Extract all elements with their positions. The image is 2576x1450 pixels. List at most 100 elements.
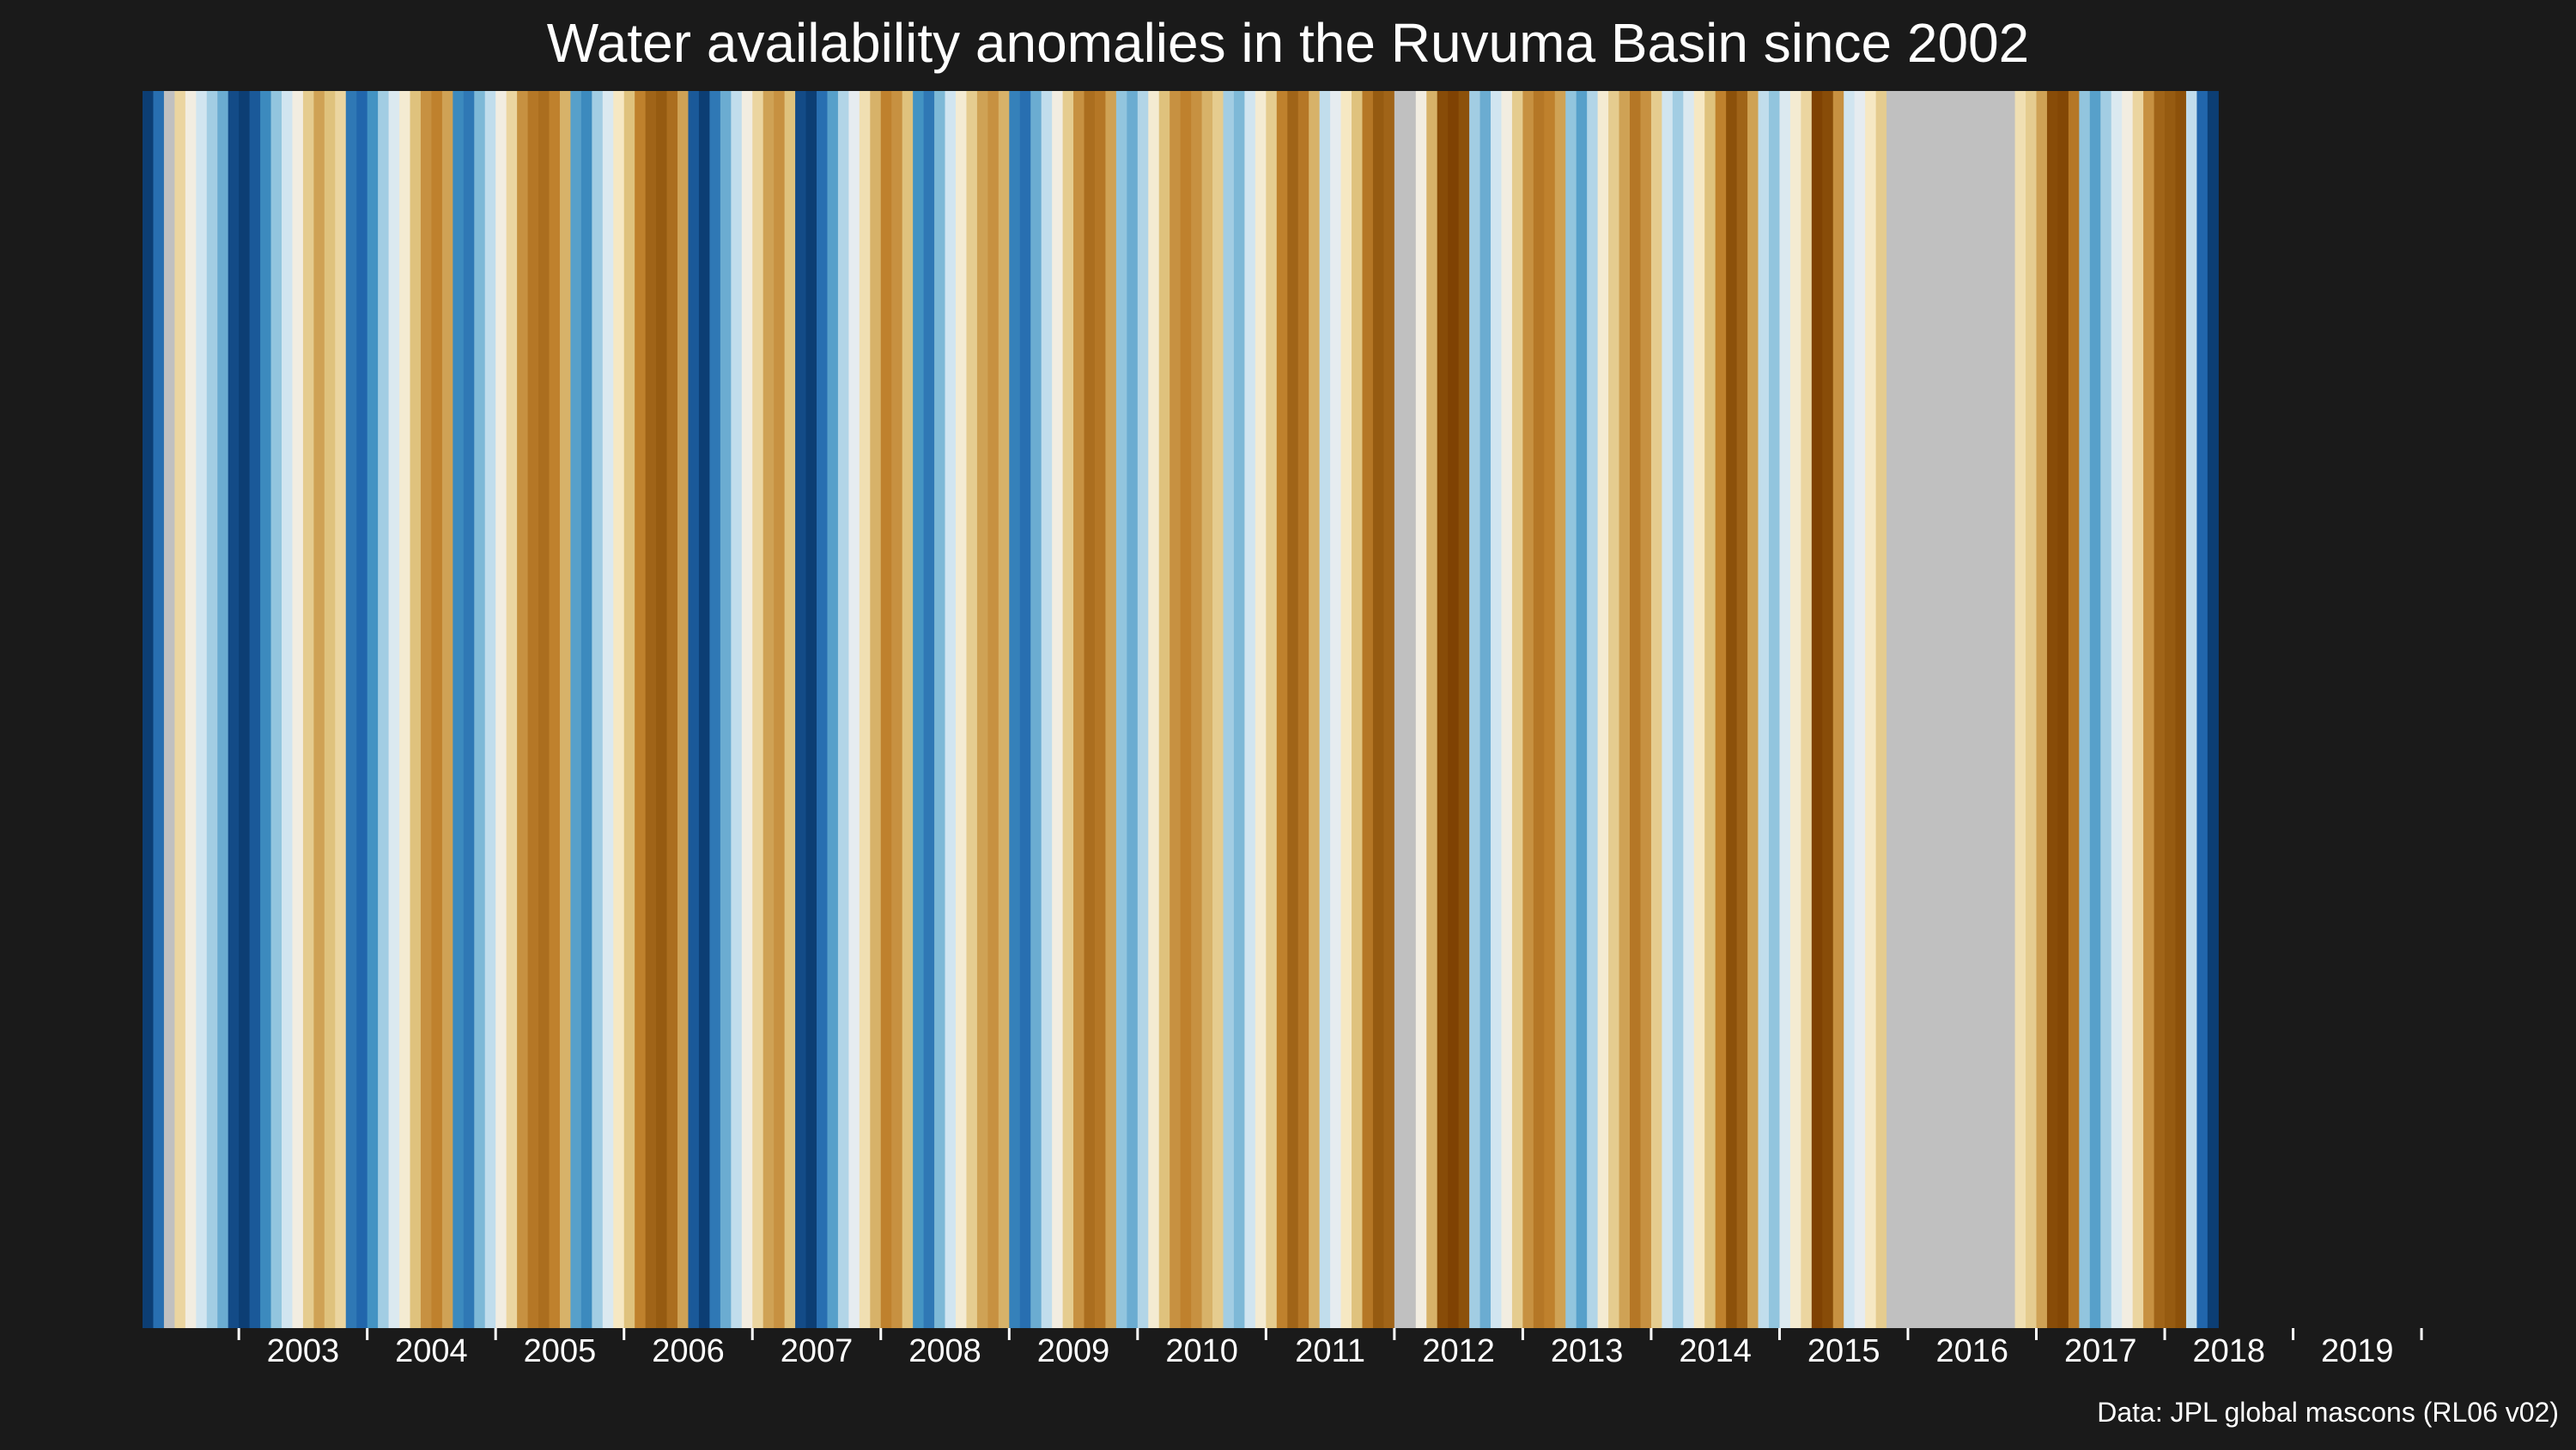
stripe <box>592 91 604 1328</box>
stripe <box>1544 91 1556 1328</box>
stripe <box>559 91 572 1328</box>
stripe <box>1854 91 1866 1328</box>
stripe <box>1255 91 1267 1328</box>
stripe <box>313 91 325 1328</box>
stripe <box>656 91 668 1328</box>
stripe <box>239 91 251 1328</box>
stripe <box>1662 91 1674 1328</box>
stripe <box>281 91 294 1328</box>
stripe <box>463 91 475 1328</box>
stripe <box>1491 91 1503 1328</box>
stripe <box>666 91 678 1328</box>
stripe <box>1811 91 1823 1328</box>
stripe <box>1170 91 1182 1328</box>
stripe <box>956 91 968 1328</box>
stripe <box>345 91 357 1328</box>
stripe <box>1276 91 1288 1328</box>
stripe <box>453 91 465 1328</box>
stripe <box>859 91 871 1328</box>
stripe <box>762 91 775 1328</box>
stripe <box>1383 91 1395 1328</box>
stripe <box>1779 91 1791 1328</box>
stripe <box>1929 91 1941 1328</box>
stripe <box>474 91 486 1328</box>
stripe <box>752 91 764 1328</box>
stripe <box>1789 91 1801 1328</box>
stripe <box>2143 91 2155 1328</box>
stripe <box>1009 91 1021 1328</box>
stripe <box>1405 91 1417 1328</box>
stripe <box>1201 91 1213 1328</box>
stripe <box>1297 91 1309 1328</box>
stripe <box>2154 91 2166 1328</box>
stripe <box>1758 91 1770 1328</box>
x-tick-label: 2017 <box>2064 1333 2137 1369</box>
stripe <box>1565 91 1577 1328</box>
stripe <box>635 91 647 1328</box>
stripe <box>1511 91 1523 1328</box>
stripe <box>484 91 496 1328</box>
stripe <box>698 91 710 1328</box>
stripe <box>1287 91 1299 1328</box>
stripe <box>1223 91 1235 1328</box>
stripe <box>848 91 860 1328</box>
stripe <box>827 91 839 1328</box>
stripe <box>2132 91 2144 1328</box>
stripe <box>805 91 817 1328</box>
stripe <box>1019 91 1031 1328</box>
stripe <box>731 91 743 1328</box>
stripe <box>1961 91 1973 1328</box>
stripe <box>1715 91 1727 1328</box>
stripe <box>1630 91 1642 1328</box>
stripe <box>2036 91 2048 1328</box>
stripe <box>1084 91 1096 1328</box>
stripe <box>1191 91 1203 1328</box>
stripe <box>837 91 849 1328</box>
stripe <box>2004 91 2016 1328</box>
stripe <box>817 91 829 1328</box>
x-tick-label: 2009 <box>1037 1333 1110 1369</box>
stripe <box>2196 91 2208 1328</box>
stripe <box>228 91 240 1328</box>
stripe <box>1726 91 1738 1328</box>
stripe <box>196 91 208 1328</box>
stripe <box>2100 91 2112 1328</box>
stripe <box>1693 91 1705 1328</box>
stripe <box>1309 91 1321 1328</box>
stripe <box>2068 91 2080 1328</box>
stripe <box>720 91 732 1328</box>
stripe <box>1897 91 1909 1328</box>
stripe <box>1672 91 1684 1328</box>
stripe <box>1993 91 2005 1328</box>
stripe <box>1747 91 1759 1328</box>
stripe <box>1554 91 1566 1328</box>
x-axis: 2003 2004 2005 2006 2007 2008 2009 2010 2011 2012… <box>237 1328 2423 1369</box>
stripe <box>1180 91 1192 1328</box>
stripe <box>613 91 625 1328</box>
stripe <box>217 91 229 1328</box>
stripe <box>1983 91 1995 1328</box>
x-tick-label: 2018 <box>2193 1333 2266 1369</box>
stripe <box>913 91 925 1328</box>
stripe <box>1533 91 1545 1328</box>
stripe <box>174 91 186 1328</box>
stripe <box>302 91 314 1328</box>
stripe <box>1940 91 1952 1328</box>
stripe <box>292 91 304 1328</box>
stripe <box>143 91 155 1328</box>
stripe <box>1587 91 1599 1328</box>
x-tick-label: 2006 <box>652 1333 725 1369</box>
stripe <box>1041 91 1053 1328</box>
x-tick-label: 2003 <box>267 1333 340 1369</box>
stripe <box>2207 91 2219 1328</box>
stripe <box>1469 91 1481 1328</box>
stripe <box>1233 91 1246 1328</box>
stripe <box>580 91 592 1328</box>
x-tick-label: 2011 <box>1295 1333 1365 1369</box>
stripe <box>709 91 721 1328</box>
x-tick-label: 2012 <box>1422 1333 1495 1369</box>
stripe <box>1062 91 1074 1328</box>
stripe <box>1394 91 1406 1328</box>
stripe <box>1426 91 1438 1328</box>
